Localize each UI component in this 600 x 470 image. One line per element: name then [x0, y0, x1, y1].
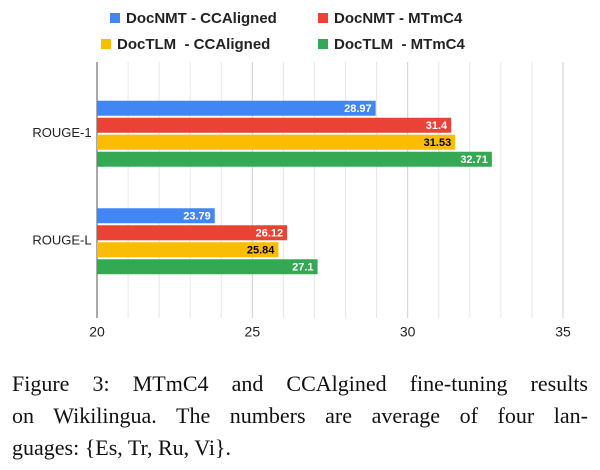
- legend-label: DocNMT - CCAligned: [126, 10, 277, 27]
- value-label: 23.79: [183, 211, 211, 223]
- legend-swatch: [110, 13, 120, 23]
- value-label: 31.53: [424, 137, 452, 149]
- bar: [97, 134, 456, 150]
- y-tick-label: ROUGE-1: [32, 125, 91, 140]
- value-label: 31.4: [426, 120, 448, 132]
- x-tick-label: 20: [89, 324, 105, 340]
- caption-line: guages: {Es, Tr, Ru, Vi}.: [12, 435, 231, 460]
- bar: [97, 151, 492, 167]
- legend-swatch: [318, 39, 328, 49]
- caption: Figure 3: MTmC4 and CCAlgined fine-tunin…: [12, 368, 588, 464]
- caption-line: on Wikilingua. The numbers are average o…: [12, 403, 588, 428]
- value-label: 26.12: [256, 228, 284, 240]
- bar: [97, 242, 279, 258]
- legend-label: DocTLM - CCAligned: [117, 36, 270, 53]
- value-label: 32.71: [460, 154, 488, 166]
- legend-swatch: [318, 13, 328, 23]
- bar: [97, 100, 376, 116]
- value-label: 27.1: [292, 262, 313, 274]
- x-tick-label: 25: [245, 324, 261, 340]
- legend-label: DocTLM - MTmC4: [334, 36, 465, 53]
- caption-line: Figure 3: MTmC4 and CCAlgined fine-tunin…: [12, 371, 588, 396]
- bar: [97, 225, 288, 241]
- legend-label: DocNMT - MTmC4: [334, 10, 463, 27]
- x-tick-label: 35: [555, 324, 571, 340]
- bar: [97, 117, 452, 133]
- value-label: 25.84: [247, 245, 275, 257]
- value-label: 28.97: [344, 103, 372, 115]
- bar: [97, 259, 318, 275]
- legend-swatch: [101, 39, 111, 49]
- chart: DocNMT - CCAligned DocNMT - MTmC4 DocTLM -…: [32, 10, 571, 340]
- y-tick-label: ROUGE-L: [32, 233, 91, 248]
- x-tick-label: 30: [400, 324, 416, 340]
- bar: [97, 208, 215, 224]
